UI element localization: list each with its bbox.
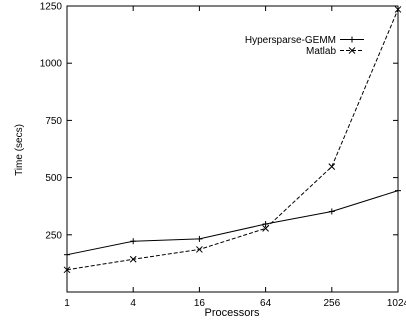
marker-d2 [328, 163, 336, 170]
y-tick-label-0: 250 [45, 230, 62, 241]
y-tick-label-3: 1000 [40, 59, 63, 70]
data-point-s2-0 [63, 266, 71, 274]
data-point-s2-4 [328, 163, 336, 170]
data-point-s1-1 [130, 238, 137, 245]
data-point-s1-2 [196, 235, 203, 242]
y-tick-label-4: 1250 [40, 2, 63, 13]
y-tick-label-2: 750 [45, 116, 62, 127]
axis-ticks [66, 5, 399, 292]
y-tick-label-1: 500 [45, 173, 62, 184]
marker-d2 [129, 255, 137, 263]
marker-d2 [196, 246, 203, 253]
x-tick-labels: 1 4 16 64 256 1024 [64, 298, 406, 309]
legend: Hypersparse-GEMM Matlab [245, 35, 364, 57]
series-markers [63, 6, 402, 274]
x-tick-label-4: 256 [323, 298, 340, 309]
data-point-s2-3 [262, 225, 269, 232]
legend-marker-series-2 [348, 47, 356, 54]
x-axis-label: Processors [204, 307, 260, 319]
legend-label-series-2: Matlab [306, 46, 336, 57]
plot-frame [66, 5, 399, 293]
data-point-s2-5 [394, 6, 402, 13]
y-tick-labels: 250 500 750 1000 1250 [40, 2, 63, 242]
series-lines [66, 9, 399, 271]
y-axis-label: Time (secs) [14, 124, 25, 176]
x-tick-label-3: 64 [260, 298, 272, 309]
x-tick-label-2: 16 [194, 298, 206, 309]
x-tick-label-1: 4 [130, 298, 136, 309]
legend-marker-series-1 [349, 36, 355, 43]
data-point-s1-0 [64, 251, 70, 258]
data-point-s2-1 [129, 255, 137, 263]
data-point-s1-5 [395, 187, 401, 194]
x-tick-label-0: 1 [64, 298, 70, 309]
marker-d2 [394, 6, 402, 13]
series-line-1 [66, 190, 399, 256]
data-point-s1-4 [328, 208, 335, 215]
series-line-2 [66, 9, 399, 271]
marker-d2 [63, 266, 71, 274]
x-tick-label-5: 1024 [387, 298, 406, 309]
marker-d2 [262, 225, 269, 232]
data-point-s2-2 [196, 246, 203, 253]
data-point-s1-3 [262, 221, 269, 228]
legend-label-series-1: Hypersparse-GEMM [245, 35, 336, 46]
